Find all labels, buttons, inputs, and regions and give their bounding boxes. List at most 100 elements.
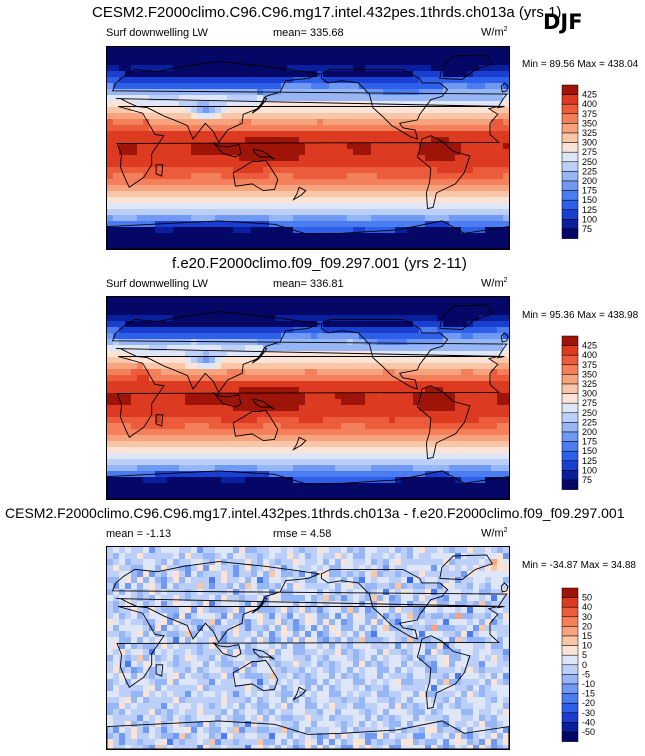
- panel2-field-cell: [341, 465, 348, 472]
- panel2-field-cell: [191, 381, 198, 388]
- panel1-field-cell: [395, 245, 402, 249]
- panel1-field-cell: [209, 95, 216, 102]
- panel2-field-cell: [437, 447, 444, 454]
- panel2-field-cell: [413, 321, 420, 328]
- panel2-field-cell: [227, 351, 234, 358]
- panel2-field-cell: [401, 423, 408, 430]
- panel1-field-cell: [455, 101, 462, 108]
- panel1-field-cell: [209, 83, 216, 90]
- panel1-field-cell: [317, 77, 324, 84]
- panel1-field-cell: [329, 179, 336, 186]
- panel1-field-cell: [317, 107, 324, 114]
- panel2-field-cell: [341, 303, 348, 310]
- panel1-field-cell: [431, 161, 438, 168]
- panel2-field-cell: [419, 435, 426, 442]
- panel1-field-cell: [395, 137, 402, 144]
- panel1-field-cell: [419, 89, 426, 96]
- panel1-field-cell: [293, 131, 300, 138]
- panel2-field-cell: [377, 441, 384, 448]
- panel3-field-cell: [275, 559, 282, 566]
- panel2-field-cell: [329, 387, 336, 394]
- panel2-field-cell: [179, 417, 186, 424]
- panel2-field-cell: [353, 315, 360, 322]
- panel1-field-cell: [257, 227, 264, 234]
- panel2-field-cell: [245, 327, 252, 334]
- panel1-field-cell: [467, 71, 474, 78]
- panel1-field-cell: [323, 125, 330, 132]
- panel1-field-cell: [305, 101, 312, 108]
- panel1-field-cell: [227, 227, 234, 234]
- panel2-field-cell: [167, 435, 174, 442]
- panel1-field-cell: [305, 221, 312, 228]
- panel3-field-cell: [191, 565, 198, 572]
- panel1-field-cell: [287, 71, 294, 78]
- panel1-field-cell: [125, 215, 132, 222]
- panel2-field-cell: [491, 405, 498, 412]
- panel1-field-cell: [143, 209, 150, 216]
- panel1-field-cell: [119, 233, 126, 240]
- panel2-field-cell: [191, 357, 198, 364]
- panel2-field-cell: [173, 309, 180, 316]
- panel1-field-cell: [497, 113, 504, 120]
- panel1-field-cell: [317, 59, 324, 66]
- panel2-field-cell: [299, 417, 306, 424]
- panel1-field-cell: [137, 89, 144, 96]
- panel2-field-cell: [119, 423, 126, 430]
- panel1-field-cell: [425, 233, 432, 240]
- panel2-field-cell: [119, 435, 126, 442]
- panel2-field-cell: [149, 387, 156, 394]
- panel1-field-cell: [383, 245, 390, 249]
- panel2-field-cell: [149, 429, 156, 436]
- panel2-field-cell: [143, 303, 150, 310]
- panel2-field-cell: [479, 405, 486, 412]
- panel1-field-cell: [395, 47, 402, 54]
- panel1-field-cell: [263, 137, 270, 144]
- panel2-field-cell: [125, 381, 132, 388]
- panel1-field-cell: [191, 155, 198, 162]
- panel2-field-cell: [257, 393, 264, 400]
- panel2-field-cell: [467, 387, 474, 394]
- panel2-field-cell: [437, 465, 444, 472]
- panel1-field-cell: [287, 221, 294, 228]
- panel1-field-cell: [383, 149, 390, 156]
- panel2-field-cell: [365, 495, 372, 499]
- panel2-field-cell: [413, 315, 420, 322]
- panel2-field-cell: [137, 423, 144, 430]
- panel1-field-cell: [125, 167, 132, 174]
- panel2-field-cell: [413, 387, 420, 394]
- panel1-field-cell: [245, 245, 252, 249]
- panel2-field-cell: [209, 417, 216, 424]
- panel1-field-cell: [449, 95, 456, 102]
- panel2-field-cell: [233, 393, 240, 400]
- panel2-field-cell: [221, 453, 228, 460]
- panel3-field-cell: [179, 571, 186, 578]
- panel2-field-cell: [275, 417, 282, 424]
- panel1-field-cell: [389, 167, 396, 174]
- panel2-field-cell: [425, 489, 432, 496]
- panel2-field-cell: [491, 297, 498, 304]
- panel1-field-cell: [221, 227, 228, 234]
- panel1-field-cell: [179, 209, 186, 216]
- panel2-field-cell: [467, 339, 474, 346]
- panel2-field-cell: [353, 345, 360, 352]
- panel2-field-cell: [179, 309, 186, 316]
- panel3-field-cell: [383, 553, 390, 560]
- panel2-field-cell: [311, 315, 318, 322]
- panel2-field-cell: [401, 459, 408, 466]
- panel1-field-cell: [329, 53, 336, 60]
- panel1-field-cell: [449, 113, 456, 120]
- panel2-field-cell: [185, 495, 192, 499]
- panel2-field-cell: [449, 387, 456, 394]
- panel2-field-cell: [143, 375, 150, 382]
- panel2-field-cell: [197, 321, 204, 328]
- panel3-field-cell: [407, 559, 414, 566]
- panel1-field-cell: [149, 59, 156, 66]
- panel3-field-cell: [113, 553, 120, 560]
- panel3-field-cell: [497, 553, 504, 560]
- panel1-field-cell: [149, 215, 156, 222]
- panel2-field-cell: [455, 315, 462, 322]
- panel1-field-cell: [317, 143, 324, 150]
- panel2-field-cell: [383, 393, 390, 400]
- panel1-field-cell: [383, 83, 390, 90]
- panel1-field-cell: [197, 209, 204, 216]
